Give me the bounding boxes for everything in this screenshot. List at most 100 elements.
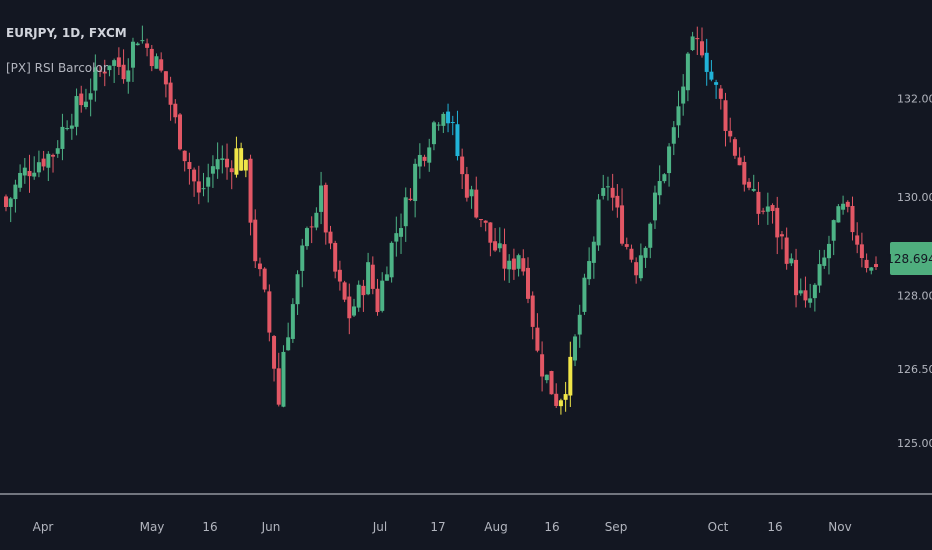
candle-body	[690, 36, 695, 51]
candle-body	[516, 255, 521, 269]
candle-body	[845, 201, 850, 207]
candle-body	[450, 122, 455, 124]
candle-body	[483, 220, 488, 223]
candle-body	[850, 205, 855, 233]
candle-body	[145, 43, 150, 48]
candle-body	[817, 264, 822, 286]
candle-body	[4, 196, 8, 207]
candle-body	[41, 158, 46, 167]
candle-body	[210, 166, 215, 174]
candle-body	[126, 70, 131, 82]
candle-body	[700, 41, 704, 56]
candle-body	[775, 207, 780, 238]
candle-body	[662, 174, 667, 182]
candle-body	[55, 148, 60, 154]
candle-body	[290, 304, 295, 339]
candle-body	[855, 235, 860, 245]
candle-body	[497, 243, 502, 249]
x-tick-label: Jul	[372, 520, 387, 534]
candle-body	[93, 67, 98, 91]
candle-body	[192, 169, 197, 182]
candle-body	[808, 298, 813, 303]
candle-body	[328, 231, 333, 244]
candle-body	[709, 71, 714, 80]
candle-body	[309, 226, 314, 228]
candle-body	[389, 242, 394, 278]
candle-body	[493, 241, 498, 251]
candle-body	[859, 244, 864, 259]
candle-body	[511, 258, 516, 270]
candle-body	[587, 261, 592, 280]
candle-body	[121, 64, 126, 80]
y-tick-label: 132.000	[897, 93, 932, 106]
candle-body	[464, 174, 469, 198]
candle-body	[648, 223, 653, 248]
x-tick-label: Sep	[605, 520, 628, 534]
candle-body	[779, 234, 784, 237]
candle-body	[384, 274, 389, 281]
candle-body	[18, 172, 23, 188]
y-tick-label: 130.000	[897, 191, 932, 204]
candle-body	[478, 219, 483, 221]
candle-body	[422, 156, 427, 161]
candle-body	[869, 267, 874, 271]
candle-body	[836, 206, 841, 223]
y-tick-label: 125.000	[897, 437, 932, 450]
candle-body	[756, 191, 761, 214]
candle-body	[488, 222, 493, 243]
candle-body	[474, 189, 479, 218]
candle-body	[27, 170, 32, 177]
candle-body	[530, 295, 535, 327]
candle-body	[507, 260, 512, 270]
y-tick-label: 128.000	[897, 289, 932, 302]
candle-body	[667, 146, 672, 174]
candle-body	[728, 130, 733, 137]
candle-body	[60, 126, 65, 149]
candle-body	[554, 393, 559, 406]
indicator-label[interactable]: [PX] RSI Barcolor	[6, 61, 108, 75]
candle-body	[51, 154, 56, 157]
x-tick-label: Oct	[708, 520, 729, 534]
candle-body	[225, 158, 230, 168]
candle-body	[417, 154, 422, 167]
candle-body	[413, 163, 418, 202]
candle-body	[22, 167, 27, 176]
candle-body	[83, 101, 88, 108]
candle-body	[130, 41, 135, 68]
candle-body	[149, 48, 154, 67]
candle-body	[610, 187, 615, 198]
chart-symbol-title[interactable]: EURJPY, 1D, FXCM	[6, 26, 127, 40]
candle-body	[98, 70, 103, 72]
candle-body	[168, 82, 173, 105]
candle-body	[239, 148, 244, 171]
candle-body	[605, 186, 610, 188]
candle-body	[337, 269, 342, 282]
candle-body	[36, 162, 41, 173]
candle-body	[798, 290, 803, 294]
candle-body	[671, 127, 676, 144]
candle-body	[300, 245, 305, 271]
candle-body	[765, 206, 770, 212]
candle-body	[333, 242, 338, 272]
candle-body	[253, 219, 258, 262]
candle-body	[154, 56, 159, 69]
candle-body	[201, 188, 206, 190]
candle-body	[276, 368, 281, 405]
candle-body	[638, 255, 643, 279]
candle-body	[13, 184, 18, 200]
candle-body	[79, 93, 84, 106]
candle-body	[215, 159, 220, 170]
candle-body	[521, 258, 526, 272]
last-price-tag: 128.694	[886, 242, 932, 275]
candle-body	[573, 336, 578, 361]
candle-body	[107, 65, 112, 71]
candle-body	[116, 57, 121, 67]
candle-body	[601, 188, 606, 196]
candle-body	[370, 264, 375, 289]
candle-body	[173, 103, 178, 118]
candle-body	[380, 280, 385, 311]
candle-body	[751, 189, 756, 191]
candle-body	[178, 114, 182, 150]
candle-body	[714, 82, 719, 85]
